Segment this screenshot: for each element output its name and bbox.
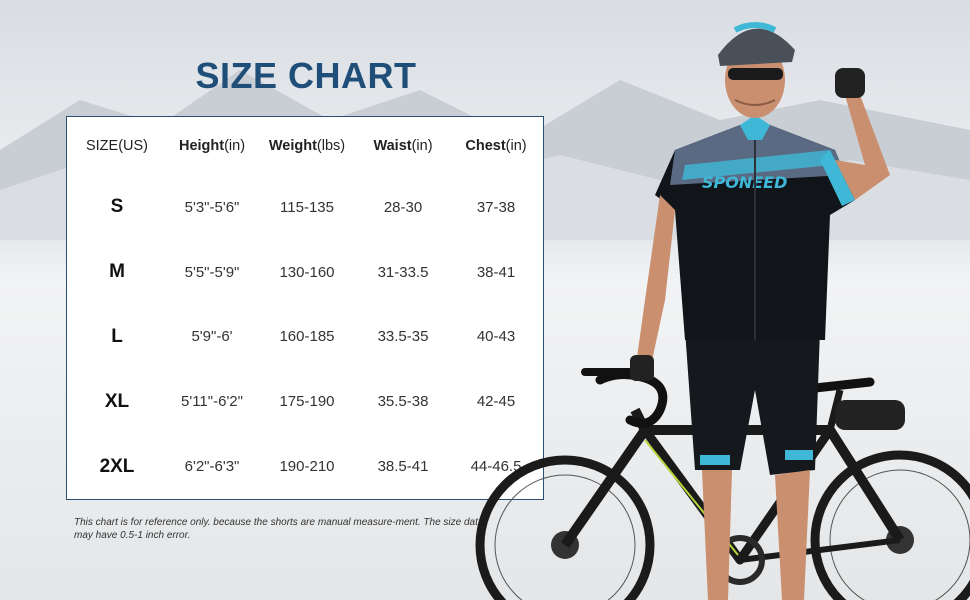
- waist-cell: 31-33.5: [377, 263, 429, 281]
- cyclist-jersey: SPONEED: [655, 115, 855, 340]
- height-cell: 5'11"-6'2": [181, 393, 243, 411]
- table-row: S 5'3"-5'6" 115-135 28-30 37-38: [67, 175, 543, 240]
- chest-cell: 40-43: [476, 328, 516, 346]
- height-cell: 6'2"-6'3": [184, 458, 240, 476]
- size-cell: XL: [104, 390, 130, 412]
- chest-cell: 42-45: [476, 393, 516, 411]
- table-row: XL 5'11"-6'2" 175-190 35.5-38 42-45: [67, 369, 543, 434]
- weight-cell: 115-135: [280, 198, 334, 216]
- table-header-row: SIZE(US) Height(in) Weight(lbs) Waist(in…: [67, 117, 543, 175]
- header-waist: Waist(in): [373, 138, 433, 154]
- cyclist-arms: [630, 68, 890, 381]
- waist-cell: 38.5-41: [377, 458, 429, 476]
- header-chest: Chest(in): [465, 138, 527, 154]
- size-cell: L: [111, 325, 123, 347]
- header-height: Height(in): [178, 138, 246, 154]
- waist-cell: 33.5-35: [377, 328, 429, 346]
- size-cell: M: [109, 261, 125, 283]
- chest-cell: 38-41: [476, 263, 516, 281]
- weight-cell: 130-160: [279, 263, 335, 281]
- chest-cell: 37-38: [476, 198, 516, 216]
- weight-cell: 175-190: [279, 393, 335, 411]
- page-title: SIZE CHART: [195, 55, 417, 96]
- disclaimer-note: This chart is for reference only. becaus…: [74, 517, 484, 541]
- table-row: M 5'5"-5'9" 130-160 31-33.5 38-41: [67, 240, 543, 305]
- height-cell: 5'3"-5'6": [184, 198, 240, 216]
- header-weight: Weight(lbs): [268, 138, 346, 154]
- size-chart-box: SIZE(US) Height(in) Weight(lbs) Waist(in…: [66, 116, 544, 500]
- waist-cell: 35.5-38: [377, 393, 429, 411]
- cyclist-photo: SPONEED: [475, 22, 970, 600]
- table-row: L 5'9"-6' 160-185 33.5-35 40-43: [67, 305, 543, 370]
- chest-cell: 44-46.5: [470, 458, 522, 476]
- header-size: SIZE(US): [85, 138, 149, 154]
- height-cell: 5'5"-5'9": [184, 263, 240, 281]
- cyclist-legs: [685, 330, 820, 600]
- weight-cell: 160-185: [279, 328, 335, 346]
- jersey-brand: SPONEED: [702, 173, 787, 192]
- waist-cell: 28-30: [383, 198, 423, 216]
- table-row: 2XL 6'2"-6'3" 190-210 38.5-41 44-46.5: [67, 434, 543, 499]
- height-cell: 5'9"-6': [191, 328, 233, 346]
- cyclist-head: [718, 22, 795, 118]
- size-table: SIZE(US) Height(in) Weight(lbs) Waist(in…: [67, 117, 543, 499]
- size-cell: 2XL: [99, 455, 135, 477]
- weight-cell: 190-210: [279, 458, 335, 476]
- size-cell: S: [110, 196, 124, 218]
